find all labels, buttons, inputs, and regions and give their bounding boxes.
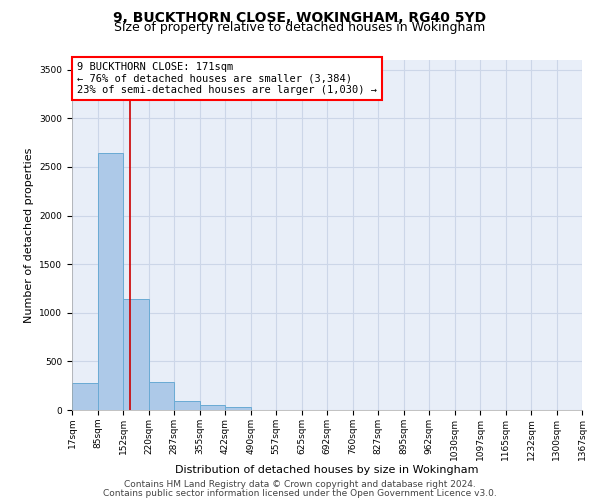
Bar bbox=[149, 382, 174, 410]
Bar bbox=[225, 407, 251, 410]
Text: 9 BUCKTHORN CLOSE: 171sqm
← 76% of detached houses are smaller (3,384)
23% of se: 9 BUCKTHORN CLOSE: 171sqm ← 76% of detac… bbox=[77, 62, 377, 95]
Text: Size of property relative to detached houses in Wokingham: Size of property relative to detached ho… bbox=[115, 21, 485, 34]
Bar bbox=[98, 154, 123, 410]
X-axis label: Distribution of detached houses by size in Wokingham: Distribution of detached houses by size … bbox=[175, 466, 479, 475]
Bar bbox=[123, 299, 149, 410]
Bar bbox=[200, 405, 225, 410]
Text: Contains public sector information licensed under the Open Government Licence v3: Contains public sector information licen… bbox=[103, 488, 497, 498]
Bar bbox=[174, 401, 200, 410]
Text: Contains HM Land Registry data © Crown copyright and database right 2024.: Contains HM Land Registry data © Crown c… bbox=[124, 480, 476, 489]
Y-axis label: Number of detached properties: Number of detached properties bbox=[24, 148, 34, 322]
Text: 9, BUCKTHORN CLOSE, WOKINGHAM, RG40 5YD: 9, BUCKTHORN CLOSE, WOKINGHAM, RG40 5YD bbox=[113, 11, 487, 25]
Bar bbox=[72, 383, 98, 410]
